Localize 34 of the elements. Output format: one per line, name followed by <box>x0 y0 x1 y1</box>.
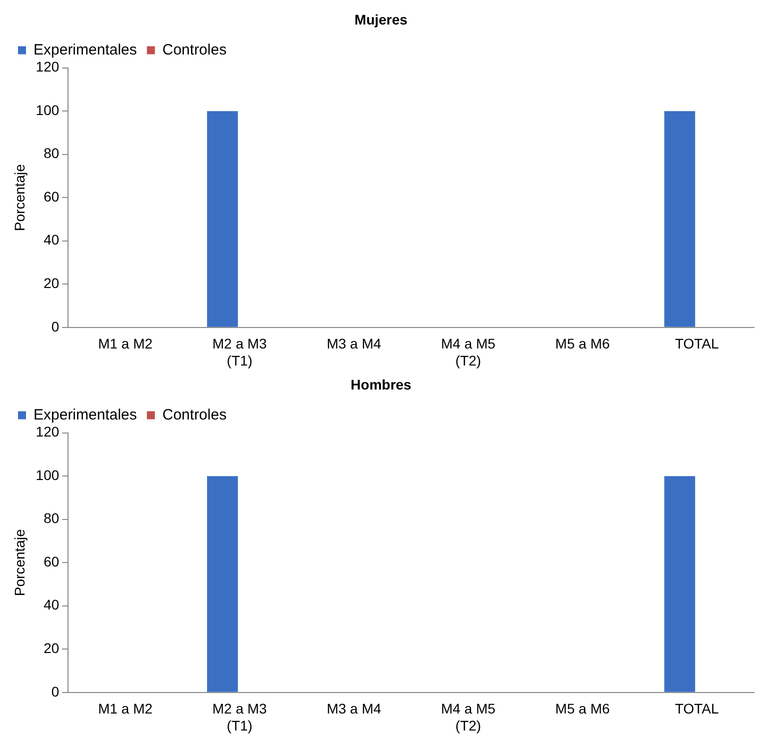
x-tick-label: M1 a M2 <box>98 700 153 717</box>
y-tick-label: 80 <box>44 510 60 526</box>
x-tick-label: M1 a M2 <box>98 336 153 352</box>
y-tick-label: 100 <box>36 102 60 118</box>
y-axis-title: Porcentaje <box>11 528 28 596</box>
x-tick-label: TOTAL <box>674 700 719 717</box>
y-tick-label: 120 <box>36 58 60 75</box>
y-tick-label: 100 <box>36 466 60 483</box>
y-tick-label: 40 <box>44 596 60 613</box>
y-tick-label: 60 <box>44 188 60 204</box>
legend-label: Experimentales <box>34 41 137 58</box>
x-tick-label: M2 a M3 (T1) <box>212 336 268 368</box>
x-tick-label: M2 a M3 (T1) <box>212 700 268 734</box>
x-tick-label: M3 a M4 <box>326 700 382 717</box>
x-tick-label: M4 a M5 (T2) <box>441 336 496 368</box>
y-tick-label: 20 <box>44 274 60 291</box>
y-tick-label: 20 <box>44 640 60 656</box>
x-tick-label: M5 a M6 <box>555 700 610 717</box>
legend-label: Controles <box>162 406 227 424</box>
y-tick-label: 0 <box>51 683 60 700</box>
y-tick-label: 60 <box>44 553 60 570</box>
chart-title: Hombres <box>350 376 412 392</box>
x-tick-label: M4 a M5 (T2) <box>441 700 496 734</box>
x-tick-label: M5 a M6 <box>555 336 610 352</box>
y-tick-label: 80 <box>44 145 60 162</box>
y-tick-label: 40 <box>44 232 60 248</box>
legend-label: Controles <box>162 41 227 58</box>
legend-label: Experimentales <box>34 406 137 424</box>
x-tick-label: TOTAL <box>674 336 719 352</box>
x-tick-label: M3 a M4 <box>326 336 382 352</box>
y-axis-title: Porcentaje <box>11 164 28 232</box>
y-tick-label: 120 <box>36 424 60 440</box>
chart-title: Mujeres <box>354 11 408 28</box>
y-tick-label: 0 <box>51 318 60 334</box>
